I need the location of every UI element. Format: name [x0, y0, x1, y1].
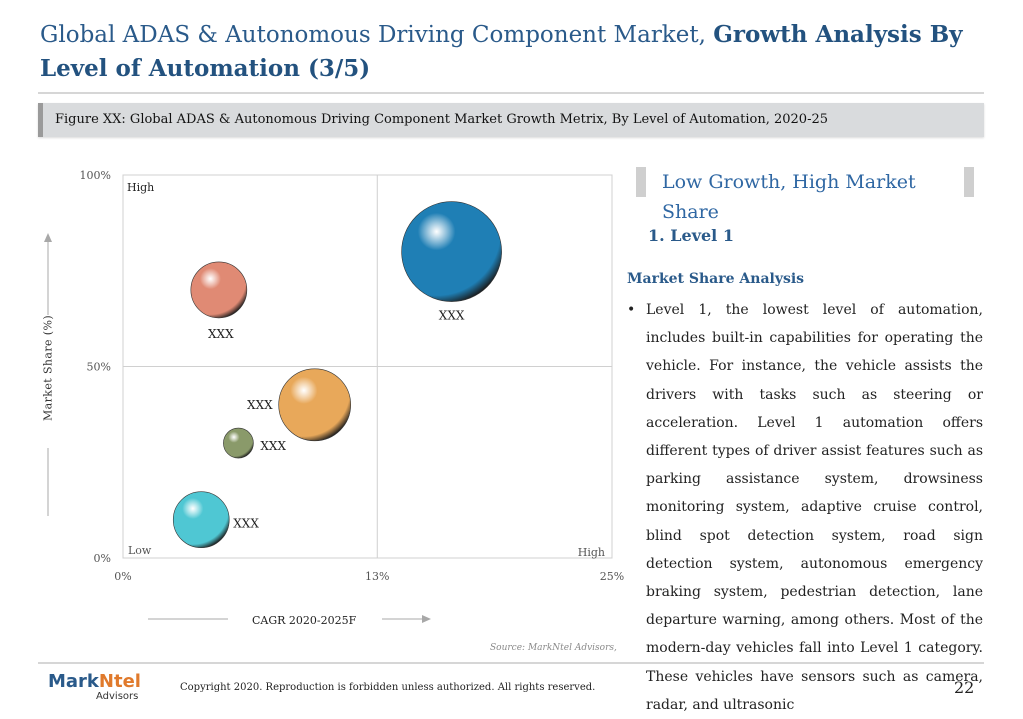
page-title: Global ADAS & Autonomous Driving Compone… [40, 18, 990, 86]
y-axis-label: Market Share (%) [41, 314, 55, 422]
logo-text-main: Mark [48, 671, 99, 692]
quadrant-label-high-right: High [578, 546, 605, 559]
bubble-1 [401, 201, 502, 302]
quadrant-label-high-top: High [127, 181, 154, 194]
company-logo: MarkNtel Advisors [48, 671, 141, 703]
bubble-label: XXX [208, 327, 234, 341]
logo-subtitle: Advisors [96, 691, 139, 702]
y-tick-label: 100% [80, 169, 111, 182]
bubble-label: XXX [233, 517, 259, 531]
x-axis-label: CAGR 2020-2025F [252, 614, 357, 627]
bubble-chart-svg: 100% 50% 0%0% 13% 25% High Low High XXX XXX XXX XXX… [44, 169, 624, 623]
body-paragraph-text: Level 1, the lowest level of automation,… [646, 302, 983, 713]
copyright-text: Copyright 2020. Reproduction is forbidde… [180, 682, 596, 693]
y-tick-label: 0% [94, 552, 111, 565]
footer-divider [38, 662, 984, 664]
bubble-label: XXX [439, 309, 465, 323]
source-note: Source: MarkNtel Advisors, [490, 643, 617, 653]
x-tick-label: 13% [365, 570, 389, 583]
title-divider [38, 92, 984, 94]
body-paragraph: • Level 1, the lowest level of automatio… [627, 296, 983, 719]
bubble-label: XXX [247, 398, 273, 412]
bubble-3 [278, 368, 351, 442]
bubble-label: XXX [260, 439, 286, 453]
page-title-bold: Growth Analysis By Level of Automation (… [40, 21, 963, 82]
bubble-chart: 100% 50% 0% 0% 13% 25% High Low High XXX XXX XXX XXX… [0, 150, 640, 660]
x-tick-label: 25% [600, 570, 624, 583]
x-axis-arrow-head [422, 615, 431, 623]
page-title-regular: Global ADAS & Autonomous Driving Compone… [40, 22, 714, 48]
y-axis-arrow-head [44, 233, 52, 242]
quadrant-label-low: Low [128, 544, 152, 557]
logo-wordmark: MarkNtel [48, 671, 141, 692]
bubble-4 [223, 427, 254, 459]
x-tick-label: 0% [114, 570, 131, 583]
page-number: 22 [954, 678, 975, 697]
figure-caption: Figure XX: Global ADAS & Autonomous Driv… [38, 103, 984, 137]
bullet-marker: • [627, 302, 636, 318]
y-tick-label: 50% [87, 361, 111, 374]
quadrant-header: Low Growth, High Market Share [636, 167, 974, 223]
section-heading: Market Share Analysis [627, 271, 805, 287]
bubble-5 [172, 491, 230, 549]
bubble-2 [190, 261, 248, 319]
level-heading: 1. Level 1 [648, 226, 734, 245]
logo-text-accent: Ntel [98, 671, 141, 692]
